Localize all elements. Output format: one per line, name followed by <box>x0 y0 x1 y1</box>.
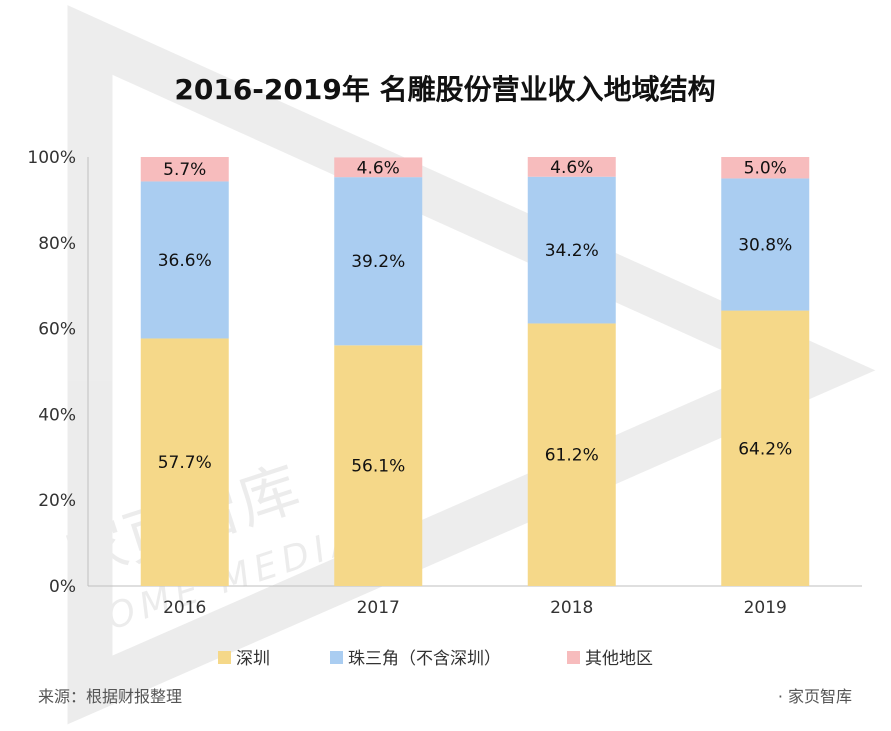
y-tick-label: 20% <box>38 491 76 511</box>
legend-swatch <box>330 651 343 664</box>
bar-segment-2018-0 <box>527 323 616 586</box>
y-tick-label: 40% <box>38 405 76 425</box>
x-tick-label: 2019 <box>744 598 787 618</box>
y-tick-label: 0% <box>49 577 76 597</box>
legend: 深圳 珠三角（不含深圳） 其他地区 <box>218 649 653 669</box>
data-label: 36.6% <box>158 251 212 271</box>
data-label: 30.8% <box>738 236 792 256</box>
data-label: 4.6% <box>357 158 400 178</box>
x-tick-label: 2018 <box>550 598 593 618</box>
x-tick-label: 2017 <box>357 598 400 618</box>
bar-segment-2019-1 <box>721 178 810 311</box>
bar-group-2017: 56.1% 39.2% 4.6% <box>334 157 423 586</box>
bar-segment-2016-1 <box>140 181 229 339</box>
bar-segment-2017-2 <box>334 157 423 178</box>
legend-swatch <box>567 651 580 664</box>
bars: 57.7% 36.6% 5.7% 56.1% 39.2% 4.6% 61.2% 34.2% 4.… <box>140 157 810 586</box>
data-label: 61.2% <box>545 446 599 466</box>
source-note: 来源：根据财报整理 <box>38 687 182 706</box>
bar-segment-2017-1 <box>334 177 423 346</box>
legend-item-0: 深圳 <box>218 649 270 669</box>
bar-segment-2019-2 <box>721 157 810 179</box>
bar-segment-2018-2 <box>527 157 616 177</box>
bar-group-2018: 61.2% 34.2% 4.6% <box>527 157 616 586</box>
data-label: 4.6% <box>550 158 593 178</box>
data-label: 5.7% <box>163 160 206 180</box>
data-label: 39.2% <box>351 252 405 272</box>
data-label: 56.1% <box>351 457 405 477</box>
bar-segment-2017-0 <box>334 345 423 586</box>
bar-group-2019: 64.2% 30.8% 5.0% <box>721 157 810 586</box>
legend-label: 其他地区 <box>585 649 653 669</box>
bar-segment-2016-0 <box>140 338 229 586</box>
legend-label: 深圳 <box>236 649 270 669</box>
chart-title: 2016-2019年 名雕股份营业收入地域结构 <box>174 73 715 106</box>
brand-mark: · 家页智库 <box>778 687 852 706</box>
legend-swatch <box>218 651 231 664</box>
y-tick-label: 80% <box>38 234 76 254</box>
x-tick-label: 2016 <box>163 598 206 618</box>
data-label: 57.7% <box>158 453 212 473</box>
legend-item-1: 珠三角（不含深圳） <box>330 649 501 669</box>
data-label: 5.0% <box>744 159 787 179</box>
y-axis: 0% 20% 40% 60% 80% 100% <box>27 148 89 597</box>
y-tick-label: 60% <box>38 320 76 340</box>
bar-segment-2018-1 <box>527 176 616 324</box>
bar-segment-2019-0 <box>721 310 810 586</box>
bar-group-2016: 57.7% 36.6% 5.7% <box>140 157 229 586</box>
y-tick-label: 100% <box>27 148 76 168</box>
data-label: 34.2% <box>545 241 599 261</box>
bar-segment-2016-2 <box>140 157 229 182</box>
data-label: 64.2% <box>738 439 792 459</box>
legend-item-2: 其他地区 <box>567 649 653 669</box>
watermark-logo-icon <box>67 5 876 725</box>
legend-label: 珠三角（不含深圳） <box>348 649 501 669</box>
